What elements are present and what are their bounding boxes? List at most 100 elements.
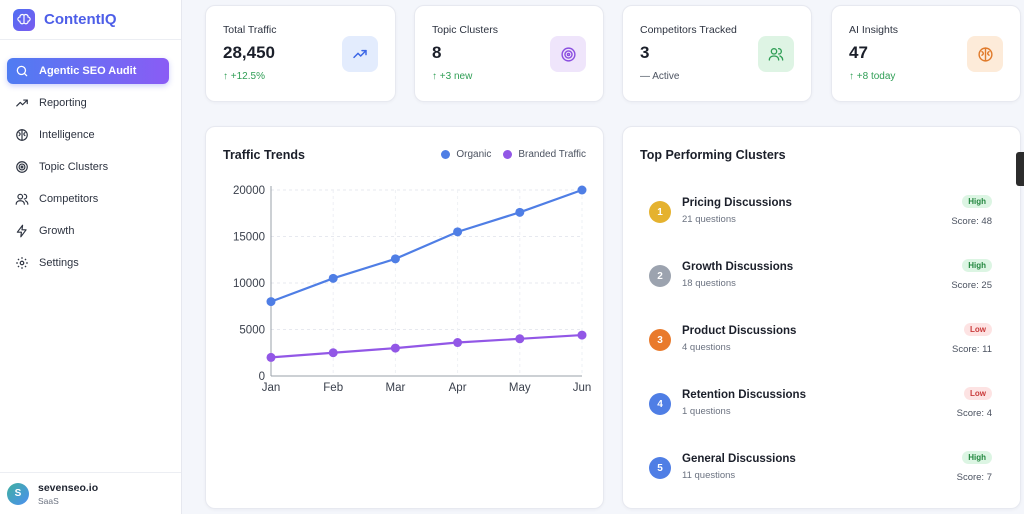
sidebar-item-agentic-seo-audit[interactable]: Agentic SEO Audit bbox=[7, 58, 169, 84]
sidebar-item-topic-clusters[interactable]: Topic Clusters bbox=[7, 154, 169, 180]
cluster-score: Score: 4 bbox=[956, 408, 992, 419]
cluster-score: Score: 48 bbox=[951, 216, 992, 227]
cluster-row[interactable]: 1 Pricing Discussions 21 questions High Scor… bbox=[649, 191, 1012, 241]
stat-change: ↑ +12.5% bbox=[223, 71, 265, 82]
cluster-rank: 5 bbox=[649, 457, 671, 479]
user-name: sevenseo.io bbox=[38, 481, 99, 494]
brand-name: ContentIQ bbox=[44, 11, 117, 28]
sidebar-nav: Agentic SEO Audit Reporting Intelligence… bbox=[0, 40, 181, 276]
sidebar-item-label: Agentic SEO Audit bbox=[39, 65, 137, 77]
stat-change: — Active bbox=[640, 71, 680, 82]
stat-card-total-traffic: Total Traffic 28,450 ↑ +12.5% bbox=[205, 5, 396, 102]
data-point bbox=[266, 352, 276, 362]
y-tick-label: 20000 bbox=[233, 185, 265, 197]
user-plan: SaaS bbox=[38, 495, 59, 506]
stat-change: ↑ +3 new bbox=[432, 71, 473, 82]
cluster-row[interactable]: 2 Growth Discussions 18 questions High Score… bbox=[649, 255, 1012, 305]
cluster-name: Growth Discussions bbox=[682, 261, 794, 273]
stat-label: Topic Clusters bbox=[432, 24, 498, 36]
legend-item-branded-traffic[interactable]: Branded Traffic bbox=[503, 149, 586, 160]
chart-legend: Organic Branded Traffic bbox=[429, 149, 586, 160]
sidebar-item-settings[interactable]: Settings bbox=[7, 250, 169, 276]
x-tick-label: Mar bbox=[385, 382, 405, 394]
trending-up-icon bbox=[15, 96, 29, 110]
sidebar-item-competitors[interactable]: Competitors bbox=[7, 186, 169, 212]
stat-card-competitors-tracked: Competitors Tracked 3 — Active bbox=[622, 5, 812, 102]
cluster-name: Retention Discussions bbox=[682, 389, 806, 401]
y-tick-label: 15000 bbox=[233, 232, 265, 244]
data-point bbox=[453, 227, 463, 237]
data-point bbox=[266, 297, 276, 307]
data-point bbox=[328, 273, 338, 283]
sidebar-item-reporting[interactable]: Reporting bbox=[7, 90, 169, 116]
legend-item-organic[interactable]: Organic bbox=[441, 149, 491, 160]
x-tick-label: Feb bbox=[323, 382, 343, 394]
users-icon bbox=[15, 192, 29, 206]
series-line-organic bbox=[270, 188, 583, 303]
data-point bbox=[390, 343, 400, 353]
y-tick-label: 0 bbox=[259, 371, 265, 383]
cluster-rank: 3 bbox=[649, 329, 671, 351]
sidebar-item-label: Reporting bbox=[39, 97, 87, 109]
sidebar-item-label: Growth bbox=[39, 225, 75, 237]
stat-label: Competitors Tracked bbox=[640, 24, 737, 36]
cluster-questions: 11 questions bbox=[682, 470, 736, 481]
cluster-badge: High bbox=[962, 451, 992, 464]
y-tick-label: 5000 bbox=[239, 325, 265, 337]
users-icon bbox=[758, 36, 794, 72]
brain-icon bbox=[967, 36, 1003, 72]
cluster-badge: High bbox=[962, 195, 992, 208]
sidebar: ContentIQ Agentic SEO Audit Reporting In… bbox=[0, 0, 182, 514]
zap-icon bbox=[15, 224, 29, 238]
brain-icon bbox=[13, 8, 35, 31]
data-point bbox=[390, 254, 400, 264]
data-point bbox=[515, 334, 525, 344]
sidebar-item-label: Competitors bbox=[39, 193, 99, 205]
gear-icon bbox=[15, 256, 29, 270]
cluster-questions: 4 questions bbox=[682, 342, 731, 353]
sidebar-item-intelligence[interactable]: Intelligence bbox=[7, 122, 169, 148]
cluster-score: Score: 7 bbox=[956, 472, 992, 483]
cluster-name: General Discussions bbox=[682, 453, 796, 465]
data-point bbox=[328, 348, 338, 358]
cluster-name: Pricing Discussions bbox=[682, 197, 792, 209]
card-title: Top Performing Clusters bbox=[640, 148, 786, 162]
top-clusters-card: Top Performing Clusters 1 Pricing Discuss… bbox=[622, 126, 1021, 509]
cluster-badge: Low bbox=[964, 387, 992, 400]
cluster-rank: 1 bbox=[649, 201, 671, 223]
sidebar-item-label: Topic Clusters bbox=[39, 161, 109, 173]
side-handle[interactable] bbox=[1016, 152, 1024, 186]
data-point bbox=[515, 207, 525, 217]
cluster-rank: 4 bbox=[649, 393, 671, 415]
y-tick-label: 10000 bbox=[233, 278, 265, 290]
x-tick-label: May bbox=[509, 382, 531, 394]
brain-icon bbox=[15, 128, 29, 142]
sidebar-item-growth[interactable]: Growth bbox=[7, 218, 169, 244]
search-icon bbox=[15, 64, 29, 78]
user-profile[interactable]: S sevenseo.io SaaS bbox=[0, 472, 181, 514]
stat-label: Total Traffic bbox=[223, 24, 277, 36]
brand[interactable]: ContentIQ bbox=[0, 0, 181, 40]
cluster-badge: High bbox=[962, 259, 992, 272]
x-tick-label: Apr bbox=[449, 382, 467, 394]
stat-value: 8 bbox=[432, 43, 442, 62]
cluster-score: Score: 11 bbox=[952, 344, 992, 355]
cluster-name: Product Discussions bbox=[682, 325, 797, 337]
stat-value: 3 bbox=[640, 43, 650, 62]
stat-label: AI Insights bbox=[849, 24, 899, 36]
cluster-questions: 1 questions bbox=[682, 406, 731, 417]
stat-value: 47 bbox=[849, 43, 868, 62]
stat-change: ↑ +8 today bbox=[849, 71, 896, 82]
data-point bbox=[577, 330, 587, 340]
sidebar-item-label: Intelligence bbox=[39, 129, 95, 141]
sidebar-item-label: Settings bbox=[39, 257, 79, 269]
x-tick-label: Jun bbox=[573, 382, 592, 394]
data-point bbox=[453, 338, 463, 348]
cluster-rank: 2 bbox=[649, 265, 671, 287]
target-icon bbox=[15, 160, 29, 174]
cluster-row[interactable]: 5 General Discussions 11 questions High Scor… bbox=[649, 447, 1012, 497]
cluster-row[interactable]: 3 Product Discussions 4 questions Low Score:… bbox=[649, 319, 1012, 369]
traffic-trends-card: Traffic Trends Organic Branded Traffic 0… bbox=[205, 126, 604, 509]
cluster-row[interactable]: 4 Retention Discussions 1 questions Low Scor… bbox=[649, 383, 1012, 433]
cluster-score: Score: 25 bbox=[951, 280, 992, 291]
